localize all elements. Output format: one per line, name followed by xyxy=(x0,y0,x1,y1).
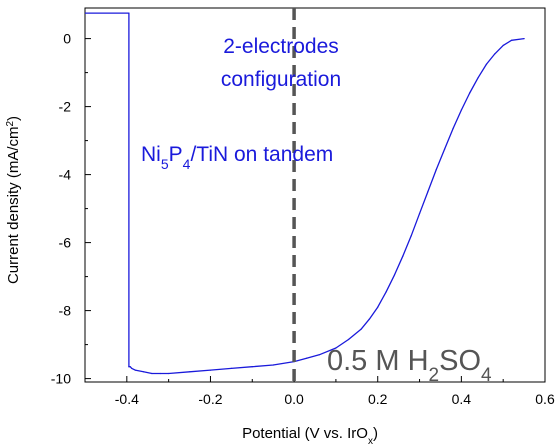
data-point xyxy=(128,366,130,368)
data-point xyxy=(418,213,421,215)
electrolyte-main: 0.5 M H xyxy=(327,345,429,377)
data-point xyxy=(347,338,350,341)
data-point xyxy=(460,109,462,111)
data-point xyxy=(485,63,488,65)
x-axis-title-end: ) xyxy=(373,425,378,442)
data-point xyxy=(393,274,396,276)
y-tick-label: -2 xyxy=(59,99,72,115)
data-point xyxy=(452,128,454,130)
data-point xyxy=(427,191,429,193)
annotation-sample: Ni5P4/TiN on tandem xyxy=(141,143,333,172)
y-axis-title-sup: 2 xyxy=(5,121,16,127)
data-point xyxy=(131,367,133,369)
y-tick-label: -6 xyxy=(59,235,72,251)
data-point xyxy=(85,12,86,14)
data-point xyxy=(410,235,412,237)
series-line xyxy=(85,12,525,375)
data-point xyxy=(168,372,170,375)
data-point xyxy=(306,357,308,359)
y-axis-title-end: ) xyxy=(5,116,22,121)
x-axis-ticks: -0.4 -0.2 0.0 0.2 0.4 0.6 xyxy=(115,376,555,407)
data-point xyxy=(368,318,370,320)
data-point xyxy=(385,291,387,293)
data-point xyxy=(435,168,437,171)
sample-p: P xyxy=(169,143,183,166)
data-point xyxy=(142,371,145,373)
data-point xyxy=(230,367,232,369)
y-tick-label: -10 xyxy=(51,371,71,387)
y-axis-title-main: Current density (mA/cm xyxy=(5,127,22,285)
annotation-config-line1: 2-electrodes xyxy=(223,35,339,58)
data-point xyxy=(402,255,404,257)
y-axis-ticks: 0 -2 -4 -6 -8 -10 xyxy=(51,31,91,387)
data-point xyxy=(444,148,446,150)
data-point xyxy=(523,38,525,40)
sample-sub4: 4 xyxy=(183,156,191,172)
data-point xyxy=(469,92,471,94)
sample-rest: /TiN on tandem xyxy=(190,143,333,166)
electrolyte-sub2: 2 xyxy=(429,365,440,386)
data-point xyxy=(494,53,496,55)
data-point xyxy=(318,354,320,356)
x-axis-title-sub: x xyxy=(368,436,373,445)
plot-frame xyxy=(84,7,546,383)
x-tick-label: -0.2 xyxy=(198,391,222,407)
x-tick-label: 0.2 xyxy=(368,391,388,407)
data-point xyxy=(188,371,191,373)
data-point xyxy=(151,372,153,375)
data-point xyxy=(134,369,136,371)
electrolyte-so: SO xyxy=(439,345,481,377)
data-point xyxy=(129,366,131,368)
x-axis-title: Potential (V vs. IrOx) xyxy=(242,425,378,445)
x-tick-label: 0.4 xyxy=(452,391,472,407)
data-point xyxy=(502,44,504,47)
y-tick-label: 0 xyxy=(63,31,71,47)
data-point xyxy=(360,328,362,330)
data-point xyxy=(510,39,513,41)
data-point xyxy=(159,372,161,375)
annotation-electrolyte: 0.5 M H2SO4 xyxy=(327,345,492,386)
x-tick-label: 0.6 xyxy=(535,391,555,407)
x-axis-title-main: Potential (V vs. IrO xyxy=(242,425,368,442)
series-layer xyxy=(85,12,525,375)
data-point xyxy=(251,366,253,368)
sample-sub5: 5 xyxy=(161,156,169,172)
x-tick-label: 0.0 xyxy=(284,391,304,407)
y-tick-label: -8 xyxy=(59,303,72,319)
electrolyte-sub4: 4 xyxy=(481,365,492,386)
data-point xyxy=(477,77,479,79)
data-point xyxy=(209,369,212,371)
data-point xyxy=(377,306,379,308)
annotation-config-line2: configuration xyxy=(221,68,341,91)
y-axis-title: Current density (mA/cm2) xyxy=(5,116,23,284)
sample-ni: Ni xyxy=(141,143,161,166)
x-tick-label: -0.4 xyxy=(115,391,139,407)
data-point xyxy=(335,347,337,349)
data-point xyxy=(128,12,130,14)
data-point xyxy=(272,364,274,366)
y-tick-label: -4 xyxy=(59,167,72,183)
